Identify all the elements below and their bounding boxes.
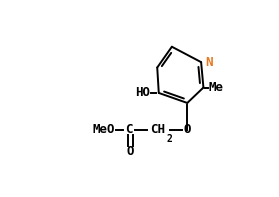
Text: C: C — [125, 123, 133, 136]
Text: 2: 2 — [167, 134, 172, 144]
Text: HO: HO — [135, 86, 150, 99]
Text: O: O — [127, 145, 134, 158]
Text: CH: CH — [150, 123, 165, 136]
Text: O: O — [184, 123, 191, 136]
Text: MeO: MeO — [92, 123, 115, 136]
Text: N: N — [205, 56, 213, 69]
Text: Me: Me — [209, 81, 224, 94]
